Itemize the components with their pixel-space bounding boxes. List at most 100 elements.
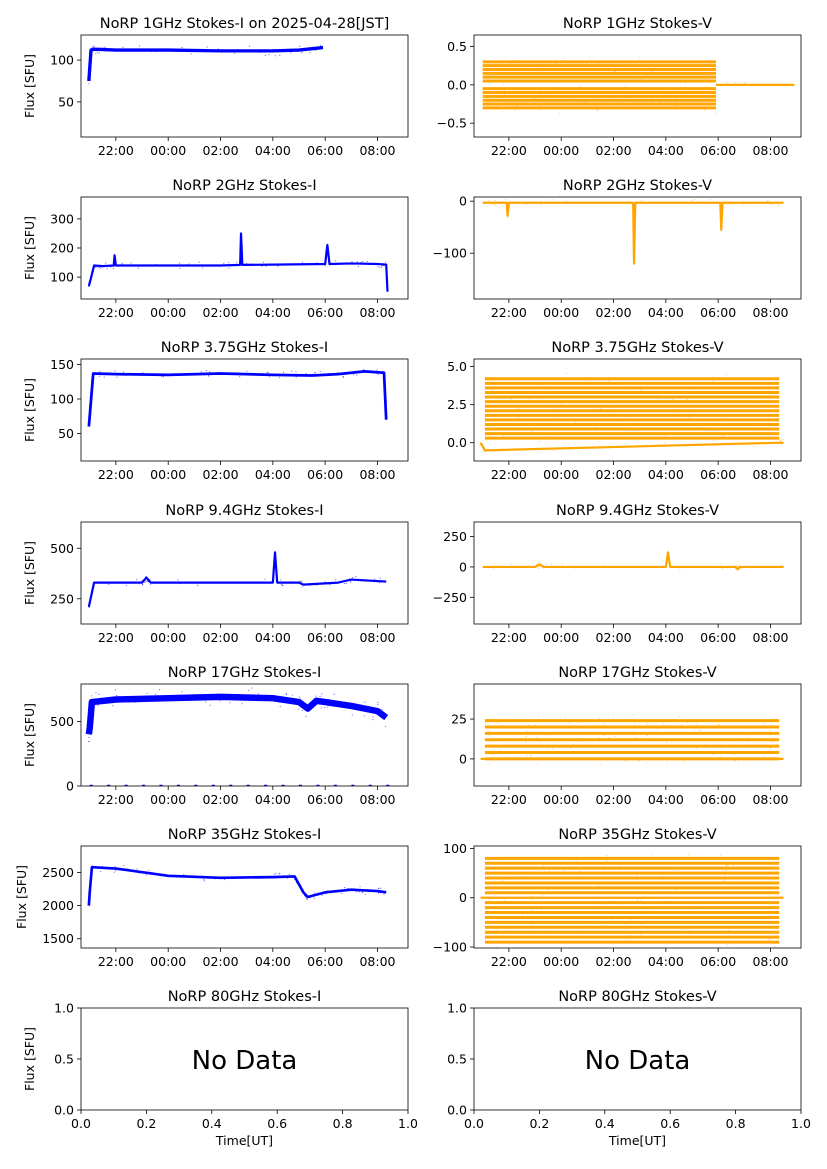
scatter-point (295, 881, 297, 884)
scatter-point (578, 91, 580, 94)
scatter-point (657, 394, 659, 396)
scatter-point (327, 706, 329, 708)
subplot-title: NoRP 9.4GHz Stokes-I (165, 503, 323, 519)
scatter-point (384, 725, 387, 728)
scatter-point (190, 53, 192, 55)
scatter-point (383, 374, 385, 377)
scatter-point (734, 82, 736, 84)
x-tick-label: 04:00 (255, 467, 291, 482)
scatter-point (679, 892, 681, 894)
scatter-point (373, 578, 376, 580)
scatter-point (116, 694, 118, 697)
scatter-point (364, 701, 366, 703)
scatter-point (639, 721, 641, 723)
scatter-point (535, 92, 538, 94)
scatter-point (559, 112, 561, 114)
scatter-point (495, 859, 497, 861)
x-tick-label: 22:00 (98, 954, 134, 969)
scatter-point (635, 737, 637, 739)
scatter-point (123, 865, 125, 867)
scatter-point (581, 740, 583, 742)
subplot-title: NoRP 80GHz Stokes-I (168, 989, 322, 1005)
scatter-point (782, 439, 784, 441)
scatter-point (240, 232, 242, 234)
scatter-point (240, 239, 242, 241)
scatter-point (685, 733, 687, 735)
scatter-point (625, 923, 627, 925)
scatter-point (550, 563, 553, 565)
scatter-point (738, 564, 741, 566)
scatter-point (603, 869, 605, 871)
x-tick-label: 00:00 (150, 792, 186, 807)
scatter-point (662, 723, 664, 725)
scatter-point (723, 739, 725, 741)
scatter-point (186, 264, 188, 266)
scatter-point (362, 260, 364, 263)
scatter-point (632, 233, 635, 235)
scatter-point (385, 268, 388, 270)
scatter-point (302, 888, 304, 890)
y-tick-label: 100 (443, 841, 467, 856)
x-tick-label: 1.0 (398, 1116, 418, 1131)
scatter-point (236, 48, 239, 51)
scatter-point (636, 752, 639, 755)
scatter-point (638, 405, 640, 407)
scatter-point (146, 692, 148, 694)
scatter-point (261, 265, 263, 267)
y-tick-label: 1.0 (54, 1001, 74, 1016)
scatter-point (268, 53, 270, 56)
x-tick-label: 04:00 (255, 954, 291, 969)
scatter-point (535, 565, 537, 567)
scatter-point (324, 707, 326, 709)
y-tick-label: 5.0 (447, 359, 467, 374)
scatter-point (90, 55, 92, 57)
scatter-point (663, 383, 665, 385)
scatter-point (305, 373, 307, 375)
subplot-title: NoRP 17GHz Stokes-V (558, 665, 716, 681)
scatter-point (539, 866, 541, 869)
scatter-point (649, 921, 651, 923)
scatter-point (301, 52, 303, 54)
scatter-point (646, 76, 648, 78)
scatter-point (88, 72, 90, 74)
scatter-point (274, 55, 276, 57)
x-tick-label: 04:00 (255, 305, 291, 320)
scatter-point (228, 262, 230, 264)
scatter-point (88, 720, 91, 722)
scatter-point (553, 449, 555, 452)
scatter-point (343, 263, 345, 265)
scatter-point (700, 566, 702, 568)
scatter-point (507, 216, 509, 218)
scatter-point (628, 424, 630, 426)
y-axis-label: Flux [SFU] (22, 541, 37, 605)
x-tick-label: 04:00 (648, 143, 684, 158)
scatter-point (239, 262, 241, 264)
scatter-point (604, 903, 606, 905)
scatter-point (613, 91, 615, 94)
scatter-point (359, 885, 361, 888)
scatter-point (761, 863, 763, 865)
scatter-point (617, 202, 619, 205)
scatter-point (721, 203, 723, 205)
scatter-point (485, 417, 487, 419)
scatter-point (315, 49, 317, 51)
scatter-point (554, 81, 556, 84)
scatter-point (88, 418, 90, 420)
y-tick-label: 0 (459, 194, 467, 209)
scatter-point (641, 923, 643, 926)
scatter-point (88, 891, 91, 894)
scatter-point (298, 45, 301, 48)
scatter-point (322, 892, 324, 894)
scatter-point (603, 734, 605, 736)
scatter-point (586, 873, 588, 875)
scatter-point (507, 89, 509, 91)
scatter-point (552, 932, 554, 934)
scatter-point (576, 927, 579, 929)
scatter-point (512, 95, 514, 97)
scatter-point (272, 48, 274, 51)
scatter-point (371, 711, 373, 713)
scatter-point (752, 719, 755, 722)
scatter-point (721, 567, 724, 570)
scatter-point (713, 72, 715, 74)
scatter-point (567, 732, 569, 734)
